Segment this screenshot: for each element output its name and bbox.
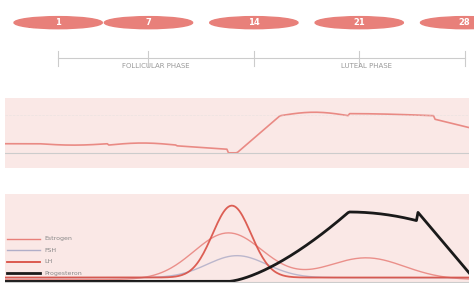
Text: LUTEAL PHASE: LUTEAL PHASE [341,63,392,69]
Text: 7: 7 [146,18,151,27]
Circle shape [14,17,102,29]
Circle shape [210,17,298,29]
Text: Progesteron: Progesteron [44,271,82,276]
Text: LH: LH [44,259,53,264]
Text: 1: 1 [55,18,61,27]
Text: 14: 14 [248,18,260,27]
Text: 28: 28 [459,18,470,27]
Circle shape [104,17,192,29]
Text: FSH: FSH [44,248,56,253]
Text: DAYS: DAYS [27,20,56,29]
Text: 21: 21 [353,18,365,27]
Circle shape [315,17,403,29]
Text: Estrogen: Estrogen [44,236,72,241]
Circle shape [420,17,474,29]
Text: FOLLICULAR PHASE: FOLLICULAR PHASE [122,63,190,69]
